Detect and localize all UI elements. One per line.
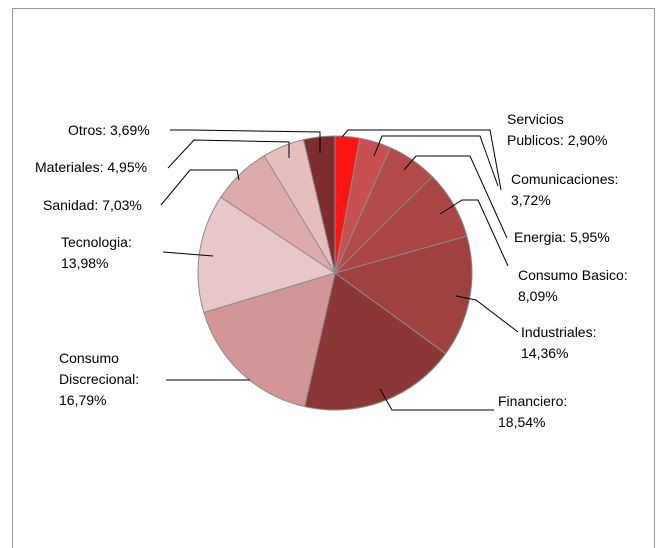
leader-line-consumo-basico bbox=[439, 199, 509, 267]
pie-slice-tecnologia bbox=[197, 196, 337, 314]
leader-line-tecnologia bbox=[162, 251, 214, 257]
slice-label-energia: Energia: 5,95% bbox=[514, 229, 610, 245]
pie-slice-industriales bbox=[333, 235, 473, 355]
pie-slices bbox=[197, 135, 473, 411]
slice-label-industriales: Industriales: 14,36% bbox=[521, 324, 596, 361]
slice-label-consumo-discrecional: Consumo Discrecional: 16,79% bbox=[59, 350, 139, 408]
pie-slice-financiero bbox=[304, 272, 447, 411]
leader-line-sanidad bbox=[160, 169, 240, 206]
pie-slice-consumo-discrecional bbox=[203, 272, 336, 408]
slice-label-tecnologia: Tecnologia: 13,98% bbox=[61, 234, 132, 271]
leader-line-otros bbox=[170, 129, 321, 153]
slice-label-consumo-basico: Consumo Basico: 8,09% bbox=[518, 267, 628, 304]
slice-label-financiero: Financiero: 18,54% bbox=[498, 393, 567, 430]
leader-line-energia bbox=[403, 155, 508, 239]
slice-label-sanidad: Sanidad: 7,03% bbox=[43, 197, 142, 213]
slice-label-otros: Otros: 3,69% bbox=[68, 122, 150, 138]
slice-label-materiales: Materiales: 4,95% bbox=[35, 159, 147, 175]
leader-line-materiales bbox=[167, 139, 290, 169]
leader-line-industriales bbox=[455, 295, 519, 333]
slice-label-comunicaciones: Comunicaciones: 3,72% bbox=[511, 171, 618, 208]
leader-line-comunicaciones bbox=[373, 135, 499, 187]
leader-line-financiero bbox=[379, 388, 494, 411]
leader-line-servicios-publicos bbox=[341, 129, 502, 191]
slice-label-servicios-publicos: Servicios Publicos: 2,90% bbox=[507, 111, 607, 148]
pie-slice-otros bbox=[302, 135, 336, 274]
